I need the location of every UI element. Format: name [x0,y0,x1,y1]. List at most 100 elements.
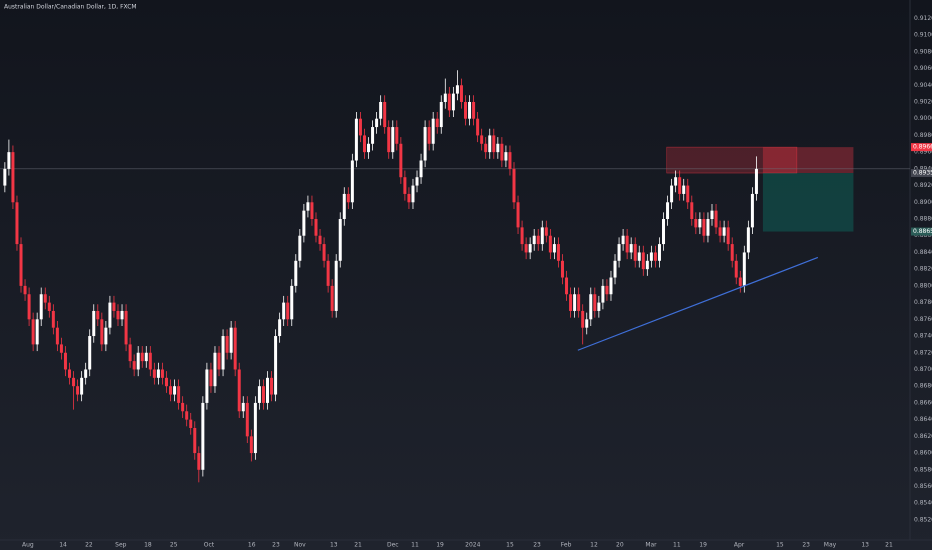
candle-body [710,210,714,220]
candle-body [496,143,500,153]
candle-body [601,285,605,303]
candle-body [573,294,577,311]
candle-body [730,244,734,261]
candle-body [427,127,431,144]
candle-body [354,118,358,161]
candle-body [76,386,80,395]
x-tick-label: 11 [411,542,419,549]
candle-body [387,127,391,153]
candle-body [657,244,661,261]
candle-body [330,285,334,311]
candle-body [516,202,520,228]
candle-body [152,369,156,378]
candle-body [742,252,746,286]
x-tick-label: Sep [115,542,127,549]
candle-body [690,202,694,220]
candle-body [205,369,209,403]
candle-body [577,294,581,311]
candle-body [468,101,472,119]
price-tag [911,143,932,152]
candle-body [512,168,516,203]
price-tag [911,227,932,236]
candle-body [734,260,738,278]
candle-body [754,168,758,194]
candle-body [185,411,189,420]
candle-body [201,402,205,470]
candle-body [261,386,265,403]
candle-body [15,202,19,245]
candle-body [314,219,318,236]
candle-body [35,319,39,345]
candle-body [342,193,346,220]
candle-body [726,227,730,245]
candle-body [221,336,225,370]
candle-body [63,352,67,370]
candle-body [391,127,395,153]
target-zone [762,173,854,232]
candle-body [500,143,504,161]
x-tick-label: May [824,542,837,549]
candle-body [193,427,197,454]
candle-body [310,202,314,220]
candle-body [346,193,350,203]
y-tick-label: 0.86600 [914,399,932,406]
y-tick-label: 0.88000 [914,282,932,289]
candle-body [88,336,92,370]
candle-body [447,93,451,111]
candle-body [334,260,338,311]
candle-body [362,135,366,153]
price-tag [911,169,932,178]
candle-body [358,118,362,136]
y-tick-label: 0.87800 [914,299,932,306]
candle-body [593,294,597,311]
y-tick-label: 0.89000 [914,199,932,206]
candle-body [213,352,217,387]
candle-body [156,369,160,378]
candle-body [508,152,512,169]
y-tick-label: 0.86000 [914,450,932,457]
candle-body [270,377,274,395]
candle-body [124,310,128,345]
x-tick-label: 11 [673,542,681,549]
candle-body [476,118,480,136]
candle-body [59,344,63,353]
candle-body [718,227,722,236]
candle-body [698,219,702,228]
y-tick-label: 0.90800 [914,48,932,55]
candle-body [536,235,540,245]
y-tick-label: 0.87200 [914,349,932,356]
x-tick-label: 2024 [465,542,480,549]
candle-body [472,101,476,119]
candle-body [411,185,415,203]
candle-body [7,152,11,169]
candle-body [92,310,96,337]
candle-body [738,277,742,286]
candle-body [160,369,164,378]
candle-body [520,227,524,245]
candle-body [23,285,27,295]
candle-body [625,235,629,253]
candle-body [237,369,241,412]
x-tick-label: 23 [802,542,810,549]
candle-body [714,210,718,228]
candle-body [136,352,140,370]
candle-body [298,235,302,261]
y-tick-label: 0.89800 [914,132,932,139]
candle-body [209,369,213,387]
candle-body [431,118,435,144]
candle-body [116,310,120,320]
y-tick-label: 0.91000 [914,32,932,39]
candle-body [423,127,427,161]
candle-body [164,377,168,387]
candle-body [560,260,564,278]
candle-body [169,386,173,395]
candle-body [326,260,330,286]
candle-body [613,260,617,278]
candle-body [379,101,383,119]
y-tick-label: 0.85800 [914,466,932,473]
candle-body [662,219,666,245]
x-tick-label: 13 [330,542,338,549]
candle-body [645,260,649,270]
stop-zone [762,147,854,174]
